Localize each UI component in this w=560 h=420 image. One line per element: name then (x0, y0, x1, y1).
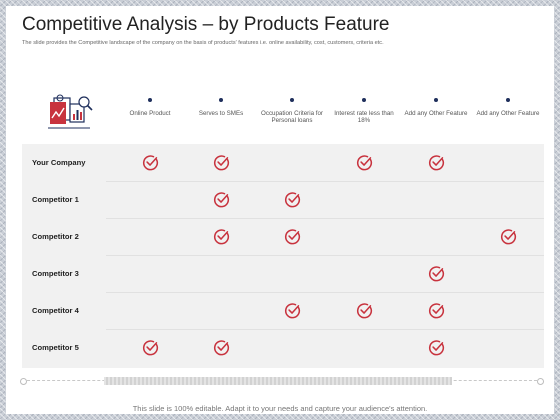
row-divider (106, 329, 544, 330)
divider-endpoint (20, 378, 27, 385)
check-circle-icon (213, 340, 229, 356)
check-circle-icon (284, 192, 300, 208)
row-divider (106, 292, 544, 293)
check-circle-icon (500, 229, 516, 245)
page-subtitle: The slide provides the Competitive lands… (22, 40, 384, 46)
table-row: Competitor 2 (22, 218, 544, 255)
column-head-other-feature-2: Add any Other Feature (475, 98, 541, 117)
column-label: Online Product (129, 110, 171, 117)
page-title: Competitive Analysis – by Products Featu… (22, 14, 390, 35)
check-circle-icon (428, 266, 444, 282)
check-circle-icon (284, 303, 300, 319)
column-head-interest-rate: Interest rate less than 18% (331, 98, 397, 125)
table-row: Competitor 5 (22, 329, 544, 366)
table-row: Competitor 4 (22, 292, 544, 329)
row-divider (106, 181, 544, 182)
table-header: Online Product Serves to SMEs Occupation… (22, 86, 544, 144)
divider-endpoint (537, 378, 544, 385)
row-divider (106, 255, 544, 256)
row-label: Competitor 4 (32, 306, 79, 315)
table-row: Competitor 1 (22, 181, 544, 218)
check-circle-icon (213, 229, 229, 245)
table-row: Competitor 3 (22, 255, 544, 292)
column-dot (434, 98, 438, 102)
row-label: Competitor 1 (32, 195, 79, 204)
column-label: Occupation Criteria for Personal loans (261, 110, 323, 125)
row-divider (106, 218, 544, 219)
check-circle-icon (428, 303, 444, 319)
column-dot (148, 98, 152, 102)
check-circle-icon (284, 229, 300, 245)
row-label: Your Company (32, 158, 86, 167)
slide: Competitive Analysis – by Products Featu… (6, 6, 554, 414)
column-head-serves-smes: Serves to SMEs (188, 98, 254, 117)
check-circle-icon (356, 155, 372, 171)
column-label: Add any Other Feature (404, 110, 468, 117)
footer-note: This slide is 100% editable. Adapt it to… (132, 404, 428, 413)
row-label: Competitor 2 (32, 232, 79, 241)
check-circle-icon (213, 155, 229, 171)
column-dot (219, 98, 223, 102)
column-dot (290, 98, 294, 102)
row-label: Competitor 3 (32, 269, 79, 278)
column-label: Add any Other Feature (476, 110, 540, 117)
column-label: Interest rate less than 18% (334, 110, 394, 125)
analytics-documents-icon (48, 94, 93, 129)
column-head-online-product: Online Product (117, 98, 183, 117)
column-head-occupation-criteria: Occupation Criteria for Personal loans (259, 98, 325, 125)
table-row: Your Company (22, 144, 544, 181)
row-label: Competitor 5 (32, 343, 79, 352)
check-circle-icon (428, 155, 444, 171)
check-circle-icon (428, 340, 444, 356)
column-label: Serves to SMEs (198, 110, 244, 117)
check-circle-icon (142, 340, 158, 356)
column-dot (362, 98, 366, 102)
check-circle-icon (213, 192, 229, 208)
decorative-bar (104, 377, 452, 385)
column-dot (506, 98, 510, 102)
check-circle-icon (356, 303, 372, 319)
column-head-other-feature-1: Add any Other Feature (403, 98, 469, 117)
check-circle-icon (142, 155, 158, 171)
